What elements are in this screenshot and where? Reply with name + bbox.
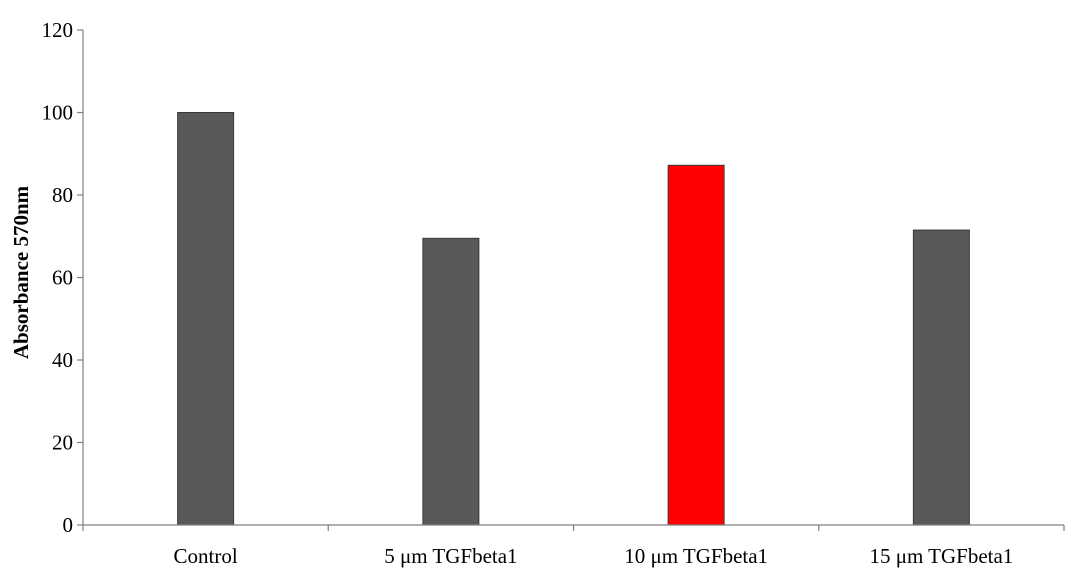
bar-4 — [912, 229, 970, 526]
y-axis-title: Absorbance 570nm — [9, 185, 33, 359]
y-tick-label: 100 — [42, 101, 74, 125]
x-tick-label: 5 μm TGFbeta1 — [384, 544, 517, 568]
y-tick-label: 0 — [63, 513, 74, 537]
x-tick-label: 15 μm TGFbeta1 — [869, 544, 1013, 568]
x-tick-label: Control — [174, 544, 238, 568]
bar-2 — [422, 237, 480, 526]
x-tick-label: 10 μm TGFbeta1 — [624, 544, 768, 568]
y-tick-label: 60 — [52, 266, 73, 290]
bar-3 — [667, 164, 725, 526]
x-tick-label-group: Control 5 μm TGFbeta1 10 μm TGFbeta1 15 μm … — [82, 525, 1065, 568]
bars-group — [177, 112, 970, 526]
bar-1 — [177, 112, 235, 526]
y-tick-label: 80 — [52, 183, 73, 207]
y-tick-label: 40 — [52, 348, 73, 372]
y-tick-group: 0 20 40 60 80 100 120 — [42, 18, 83, 537]
y-axis-title-group: Absorbance 570nm — [9, 185, 33, 359]
y-tick-label: 20 — [52, 431, 73, 455]
y-tick-label: 120 — [42, 18, 74, 42]
